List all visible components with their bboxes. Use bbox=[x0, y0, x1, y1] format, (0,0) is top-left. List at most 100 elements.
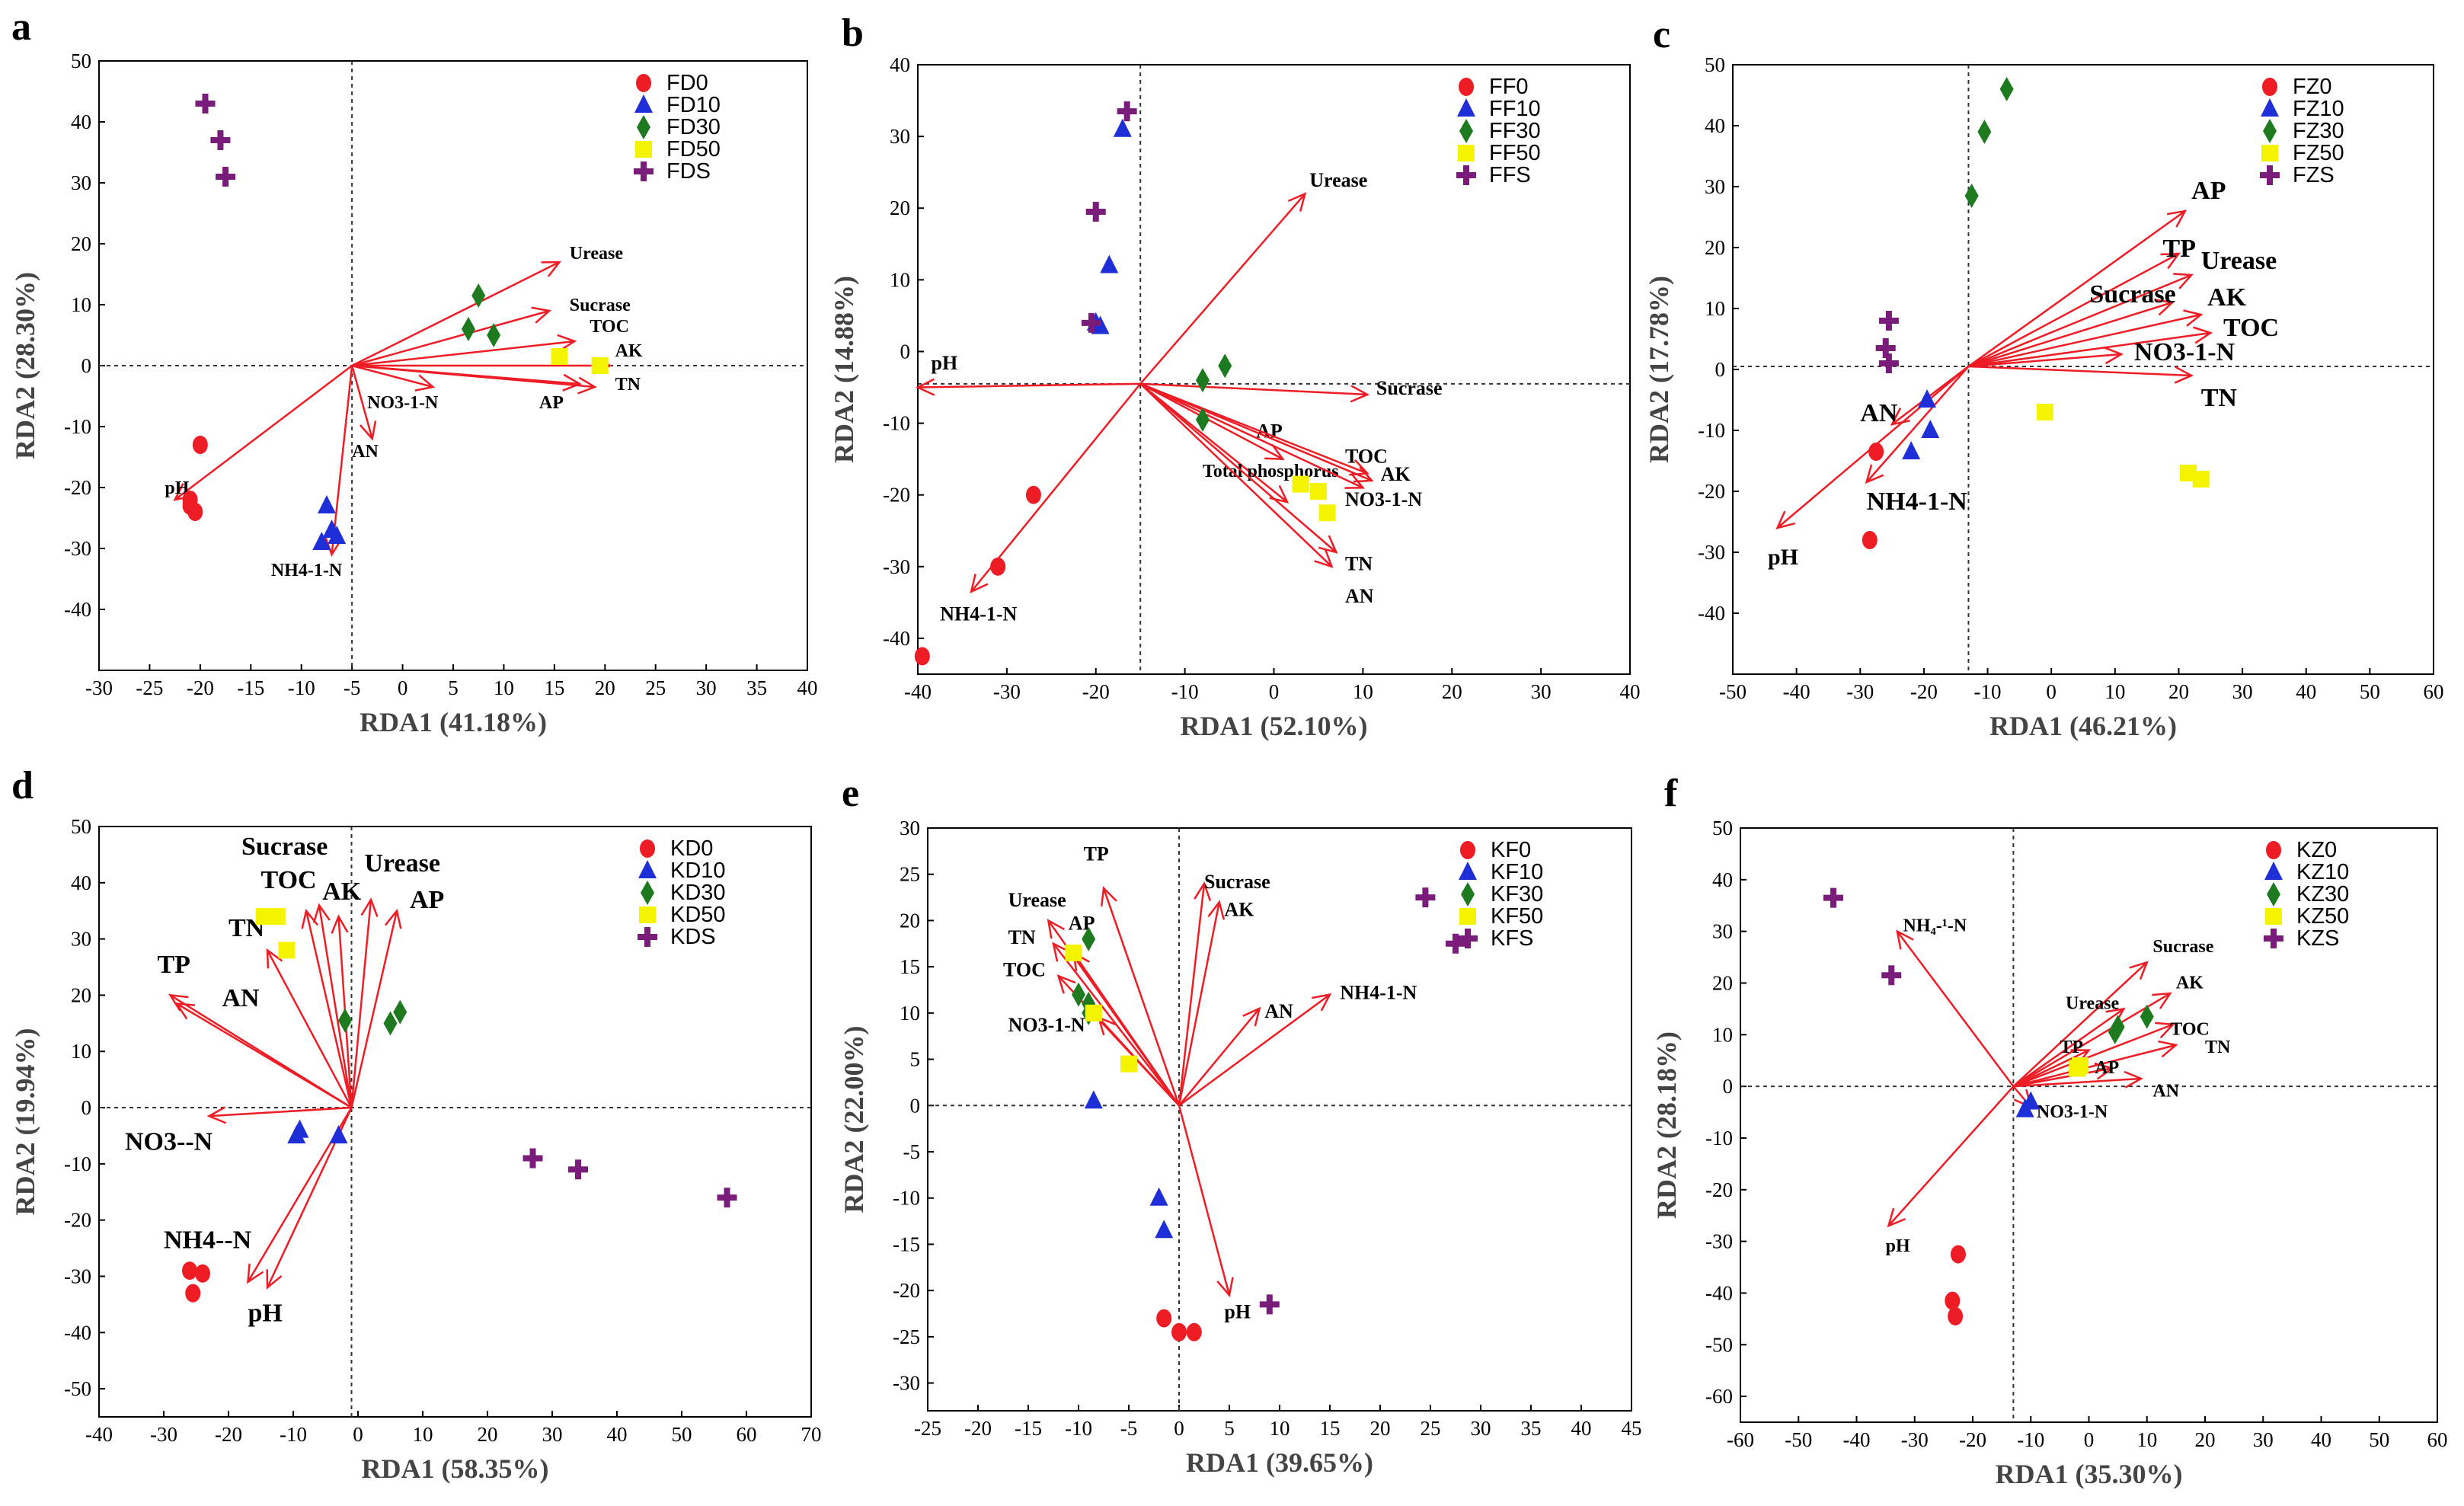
data-point bbox=[1196, 407, 1210, 432]
loading-arrow bbox=[2013, 1077, 2142, 1088]
data-point bbox=[393, 999, 407, 1025]
data-point bbox=[568, 1159, 588, 1180]
y-tick-label: -60 bbox=[1705, 1385, 1733, 1408]
loading-arrow bbox=[1178, 993, 1331, 1107]
data-point bbox=[1309, 483, 1327, 500]
loading-arrow bbox=[350, 365, 373, 440]
x-tick-label: 25 bbox=[1421, 1417, 1441, 1440]
x-tick-label: -10 bbox=[1065, 1417, 1092, 1440]
x-tick-label: -30 bbox=[1901, 1428, 1929, 1451]
y-tick-label: 40 bbox=[1705, 114, 1725, 137]
data-point bbox=[255, 908, 273, 926]
x-tick-label: 40 bbox=[1571, 1417, 1592, 1440]
arrow-label: AN bbox=[222, 984, 260, 1012]
data-point bbox=[1155, 1220, 1174, 1239]
y-tick-label: 20 bbox=[890, 197, 910, 219]
x-tick-label: -50 bbox=[1719, 680, 1747, 703]
y-axis-title: RDA2 (28.30%) bbox=[10, 272, 40, 459]
y-tick-label: -20 bbox=[64, 1209, 91, 1232]
arrow-head bbox=[247, 1263, 264, 1284]
y-tick-label: 50 bbox=[71, 50, 91, 72]
loading-arrow bbox=[1968, 313, 2201, 368]
data-point bbox=[1878, 353, 1899, 373]
data-point bbox=[1085, 201, 1106, 222]
legend-marker bbox=[2261, 145, 2278, 161]
data-point bbox=[1977, 120, 1992, 144]
arrow-head bbox=[2104, 347, 2124, 365]
panel-letter: e bbox=[842, 772, 859, 815]
arrow-head bbox=[1264, 443, 1285, 460]
x-tick-label: -10 bbox=[288, 676, 315, 699]
arrow-label: AN bbox=[1860, 399, 1898, 427]
x-tick-label: -25 bbox=[136, 676, 163, 699]
legend-marker bbox=[1459, 119, 1473, 143]
arrow-label: TOC bbox=[2223, 314, 2279, 342]
arrow-label: TN bbox=[615, 375, 641, 395]
arrow-label: NO3-1-N bbox=[367, 393, 439, 413]
x-tick-label: 0 bbox=[1174, 1417, 1184, 1440]
arrow-head bbox=[2174, 366, 2194, 384]
loading-arrow bbox=[1072, 952, 1181, 1106]
legend-marker bbox=[2264, 929, 2283, 948]
x-tick-label: 10 bbox=[2136, 1428, 2157, 1451]
y-tick-label: -40 bbox=[64, 598, 91, 621]
arrow-label: TN bbox=[2201, 384, 2238, 412]
panel-a: a -30 -25 -20 -15 -10 -5 0 5 10 15 20 25 30 35 40 50 40 30… bbox=[10, 5, 818, 737]
arrow-label: Total phosphorus bbox=[1203, 462, 1339, 481]
y-tick-label: 30 bbox=[71, 171, 91, 194]
y-tick-label: 50 bbox=[1712, 817, 1733, 839]
y-tick-label: 30 bbox=[890, 125, 910, 148]
legend-marker bbox=[1458, 145, 1475, 161]
y-tick-label: -40 bbox=[1698, 602, 1725, 625]
panel-d: d -40 -30 -20 -10 0 10 20 30 40 50 60 70 50 40 30 20 10 0 -… bbox=[10, 764, 822, 1484]
y-tick-label: -10 bbox=[64, 1153, 91, 1175]
legend-label: KFS bbox=[1491, 926, 1533, 951]
x-tick-label: 20 bbox=[478, 1423, 498, 1446]
loading-arrow bbox=[2013, 1044, 2177, 1088]
x-tick-label: -20 bbox=[187, 676, 214, 699]
arrow-head bbox=[2155, 1022, 2175, 1039]
arrow-label: Urease bbox=[1008, 889, 1066, 911]
data-point bbox=[1415, 887, 1436, 908]
arrow-head bbox=[1216, 1277, 1234, 1297]
legend-label: KDS bbox=[670, 925, 716, 949]
panel-letter: c bbox=[1653, 13, 1670, 56]
arrow-label: TP bbox=[158, 951, 190, 979]
y-tick-label: 10 bbox=[1712, 1023, 1733, 1046]
loading-arrow bbox=[352, 364, 596, 388]
x-tick-label: 35 bbox=[746, 676, 767, 699]
x-tick-label: 60 bbox=[2424, 680, 2444, 703]
arrow-label: NO3-1-N bbox=[2037, 1102, 2108, 1122]
legend-marker bbox=[2264, 862, 2283, 880]
panel-letter: d bbox=[11, 764, 34, 807]
x-tick-label: -15 bbox=[237, 676, 264, 699]
arrow-head bbox=[266, 1269, 283, 1290]
y-tick-label: -30 bbox=[64, 537, 91, 560]
data-point bbox=[1945, 1291, 1961, 1310]
arrow-label: Sucrase bbox=[2089, 280, 2175, 309]
panel-letter: f bbox=[1664, 772, 1678, 815]
y-tick-label: -10 bbox=[64, 415, 91, 438]
legend-label: FD30 bbox=[666, 115, 721, 139]
loading-arrow bbox=[1968, 353, 2122, 368]
arrow-head bbox=[1314, 548, 1334, 568]
data-point bbox=[312, 532, 331, 550]
arrow-head bbox=[1047, 919, 1066, 939]
y-tick-label: 20 bbox=[71, 983, 91, 1006]
legend-marker bbox=[2265, 908, 2282, 925]
y-tick-label: -50 bbox=[1705, 1333, 1733, 1356]
x-tick-label: 0 bbox=[398, 676, 408, 699]
loading-arrow bbox=[1967, 252, 2180, 368]
x-tick-label: 45 bbox=[1622, 1417, 1642, 1440]
arrow-label: AK bbox=[1224, 898, 1254, 920]
loading-arrow bbox=[1102, 887, 1181, 1106]
y-tick-label: -20 bbox=[1698, 480, 1725, 503]
y-tick-label: 20 bbox=[1705, 236, 1725, 259]
arrow-label: NH₄-¹-N bbox=[1903, 916, 1967, 936]
data-point bbox=[990, 557, 1006, 576]
y-tick-label: 30 bbox=[71, 928, 91, 951]
arrow-head bbox=[2094, 1062, 2114, 1080]
arrow-head bbox=[1865, 464, 1884, 484]
loading-arrow bbox=[1968, 301, 2173, 368]
loading-arrow bbox=[917, 382, 1141, 388]
